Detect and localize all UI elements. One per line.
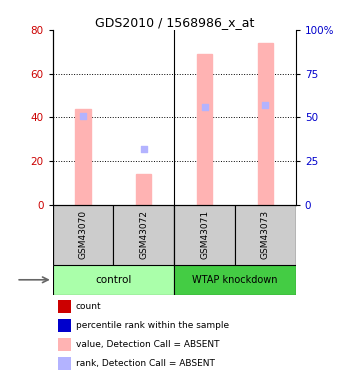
Bar — [235, 205, 296, 265]
Bar — [114, 205, 174, 265]
Title: GDS2010 / 1568986_x_at: GDS2010 / 1568986_x_at — [95, 16, 254, 29]
Bar — [197, 54, 212, 205]
Text: GSM43072: GSM43072 — [139, 210, 148, 259]
Bar — [174, 265, 296, 295]
Point — [80, 112, 86, 118]
Bar — [53, 205, 114, 265]
Point — [263, 102, 268, 108]
Bar — [75, 109, 91, 205]
Text: count: count — [76, 302, 101, 311]
Bar — [57, 338, 71, 351]
Bar — [136, 174, 151, 205]
Point — [202, 104, 207, 110]
Text: rank, Detection Call = ABSENT: rank, Detection Call = ABSENT — [76, 359, 215, 368]
Text: value, Detection Call = ABSENT: value, Detection Call = ABSENT — [76, 340, 219, 349]
Text: GSM43073: GSM43073 — [261, 210, 270, 260]
Point — [141, 146, 147, 152]
Bar — [57, 319, 71, 332]
Bar — [258, 43, 273, 205]
Bar — [57, 300, 71, 313]
Bar — [53, 265, 174, 295]
Text: control: control — [95, 275, 132, 285]
Text: GSM43070: GSM43070 — [79, 210, 88, 260]
Text: percentile rank within the sample: percentile rank within the sample — [76, 321, 229, 330]
Bar — [57, 357, 71, 370]
Bar — [174, 205, 235, 265]
Text: GSM43071: GSM43071 — [200, 210, 209, 260]
Text: WTAP knockdown: WTAP knockdown — [192, 275, 278, 285]
